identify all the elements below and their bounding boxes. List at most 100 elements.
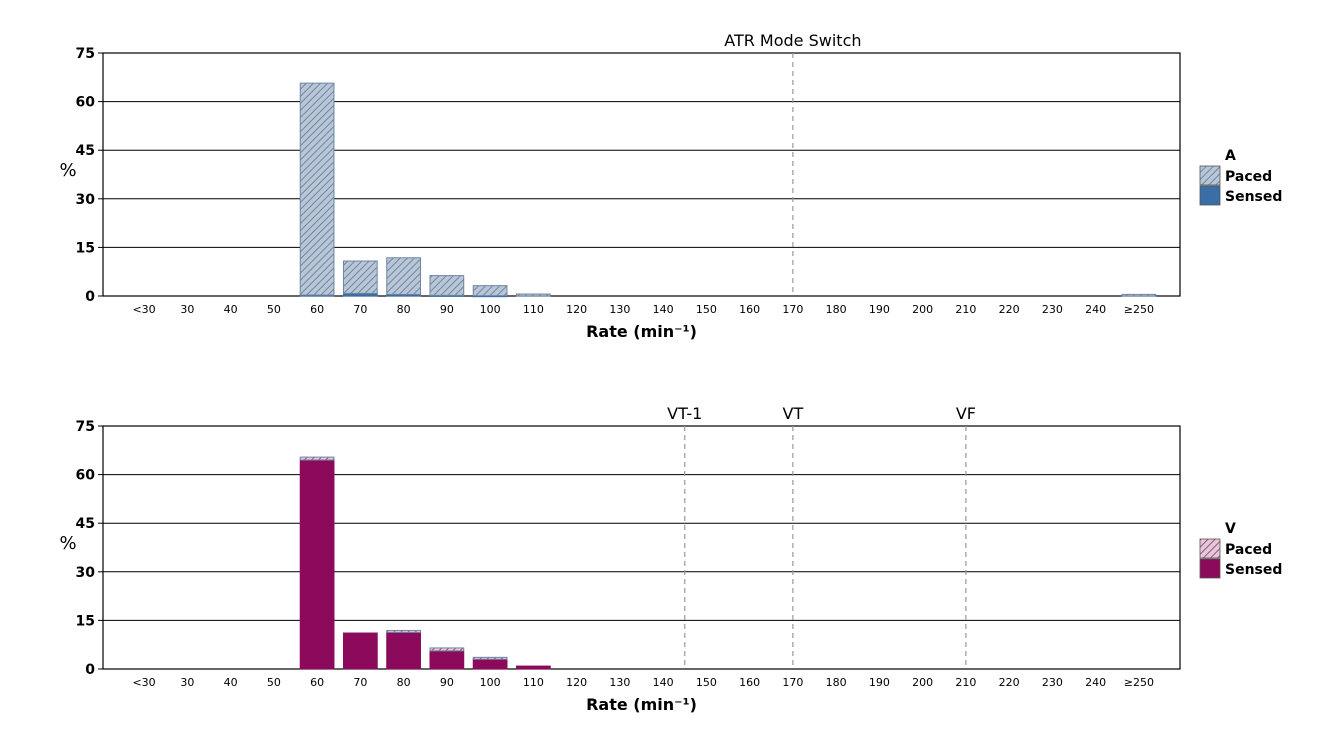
legend-title: V: [1225, 521, 1236, 537]
bar-sensed-70: [342, 632, 378, 670]
x-tick-label: 110: [523, 303, 544, 316]
x-tick-label: 70: [353, 303, 367, 316]
x-tick-label: 90: [440, 676, 454, 689]
legend-label-paced: Paced: [1225, 542, 1272, 558]
y-axis-title: %: [59, 160, 76, 181]
x-tick-label: <30: [132, 303, 155, 316]
x-tick-label: 30: [180, 676, 194, 689]
legend: A Paced Sensed: [1199, 148, 1282, 206]
y-tick-label: 75: [76, 46, 95, 62]
x-tick-label: 220: [999, 303, 1020, 316]
x-tick-label: ≥250: [1124, 303, 1154, 316]
x-tick-label: 200: [912, 676, 933, 689]
y-tick-label: 0: [85, 289, 95, 305]
x-tick-label: 30: [180, 303, 194, 316]
y-tick-label: 30: [76, 192, 96, 208]
x-tick-label: <30: [132, 676, 155, 689]
bar-paced-100: [472, 656, 508, 660]
x-tick-label: 120: [566, 676, 587, 689]
threshold-label: ATR Mode Switch: [724, 31, 861, 50]
legend-label-sensed: Sensed: [1225, 189, 1282, 205]
threshold-label: VT: [783, 404, 804, 423]
plot-frame: [102, 52, 1181, 297]
x-axis-title: Rate (min⁻¹): [586, 322, 697, 341]
threshold-label: VF: [956, 404, 976, 423]
y-tick-label: 30: [76, 565, 96, 581]
x-tick-label: 230: [1042, 676, 1063, 689]
y-tick-label: 45: [76, 516, 95, 532]
x-tick-label: 220: [999, 676, 1020, 689]
x-tick-label: 90: [440, 303, 454, 316]
x-tick-label: 240: [1085, 676, 1106, 689]
bar-paced-80: [386, 629, 421, 633]
legend-label-sensed: Sensed: [1225, 562, 1282, 578]
x-tick-label: 100: [480, 303, 501, 316]
legend-swatch-sensed: [1199, 558, 1221, 579]
x-tick-label: 80: [397, 303, 411, 316]
bar-paced-100: [472, 285, 508, 297]
y-tick-label: 60: [76, 468, 96, 484]
y-tick-label: 15: [76, 613, 95, 629]
bar-paced-70: [342, 260, 378, 294]
x-tick-label: 210: [955, 676, 976, 689]
x-tick-label: 60: [310, 303, 324, 316]
x-tick-label: 240: [1085, 303, 1106, 316]
bar-paced-110: [515, 293, 551, 297]
x-tick-label: ≥250: [1124, 676, 1154, 689]
x-tick-label: 200: [912, 303, 933, 316]
x-tick-label: 40: [224, 303, 238, 316]
x-axis-title: Rate (min⁻¹): [586, 695, 697, 714]
x-tick-label: 70: [353, 676, 367, 689]
y-tick-label: 15: [76, 240, 95, 256]
x-tick-label: 190: [869, 303, 890, 316]
y-tick-label: 45: [76, 143, 95, 159]
x-tick-label: 140: [653, 303, 674, 316]
legend-swatch-paced: [1199, 538, 1221, 559]
legend-label-paced: Paced: [1225, 169, 1272, 185]
x-tick-label: 190: [869, 676, 890, 689]
bar-sensed-80: [386, 631, 421, 670]
legend-title: A: [1225, 148, 1236, 164]
x-tick-label: 170: [782, 303, 803, 316]
y-tick-label: 60: [76, 95, 96, 111]
x-tick-label: 180: [826, 303, 847, 316]
bar-paced-60: [299, 456, 335, 461]
bar-sensed-100: [472, 658, 508, 670]
x-tick-label: 170: [782, 676, 803, 689]
x-tick-label: 230: [1042, 303, 1063, 316]
plot-frame: [102, 425, 1181, 670]
chart-panel-2: 0 15 30 45 60 75 VT-1 VT VF <30 30 40 50 60 70 80 90 100 1…: [59, 404, 1282, 714]
x-tick-label: 140: [653, 676, 674, 689]
x-tick-label: 40: [224, 676, 238, 689]
bar-sensed-60: [299, 459, 335, 670]
bar-paced-90: [429, 275, 465, 296]
x-tick-label: 150: [696, 303, 717, 316]
x-tick-label: 160: [739, 676, 760, 689]
x-tick-label: 180: [826, 676, 847, 689]
x-tick-label: 160: [739, 303, 760, 316]
y-tick-label: 0: [85, 662, 95, 678]
x-tick-label: 210: [955, 303, 976, 316]
legend-swatch-paced: [1199, 165, 1221, 186]
y-axis-title: %: [59, 533, 76, 554]
x-tick-label: 50: [267, 676, 281, 689]
legend: V Paced Sensed: [1199, 521, 1282, 579]
x-tick-label: 120: [566, 303, 587, 316]
bar-paced-80: [386, 257, 421, 295]
x-tick-label: 150: [696, 676, 717, 689]
bar-paced-≥250: [1121, 293, 1157, 297]
x-tick-label: 100: [480, 676, 501, 689]
threshold-label: VT-1: [667, 404, 702, 423]
x-tick-label: 50: [267, 303, 281, 316]
x-tick-label: 130: [609, 303, 630, 316]
legend-swatch-sensed: [1199, 185, 1221, 206]
bar-sensed-110: [515, 665, 551, 670]
bar-paced-90: [429, 647, 465, 652]
y-tick-label: 75: [76, 419, 95, 435]
bar-paced-60: [299, 82, 335, 296]
x-tick-label: 130: [609, 676, 630, 689]
x-tick-label: 60: [310, 676, 324, 689]
x-tick-label: 110: [523, 676, 544, 689]
